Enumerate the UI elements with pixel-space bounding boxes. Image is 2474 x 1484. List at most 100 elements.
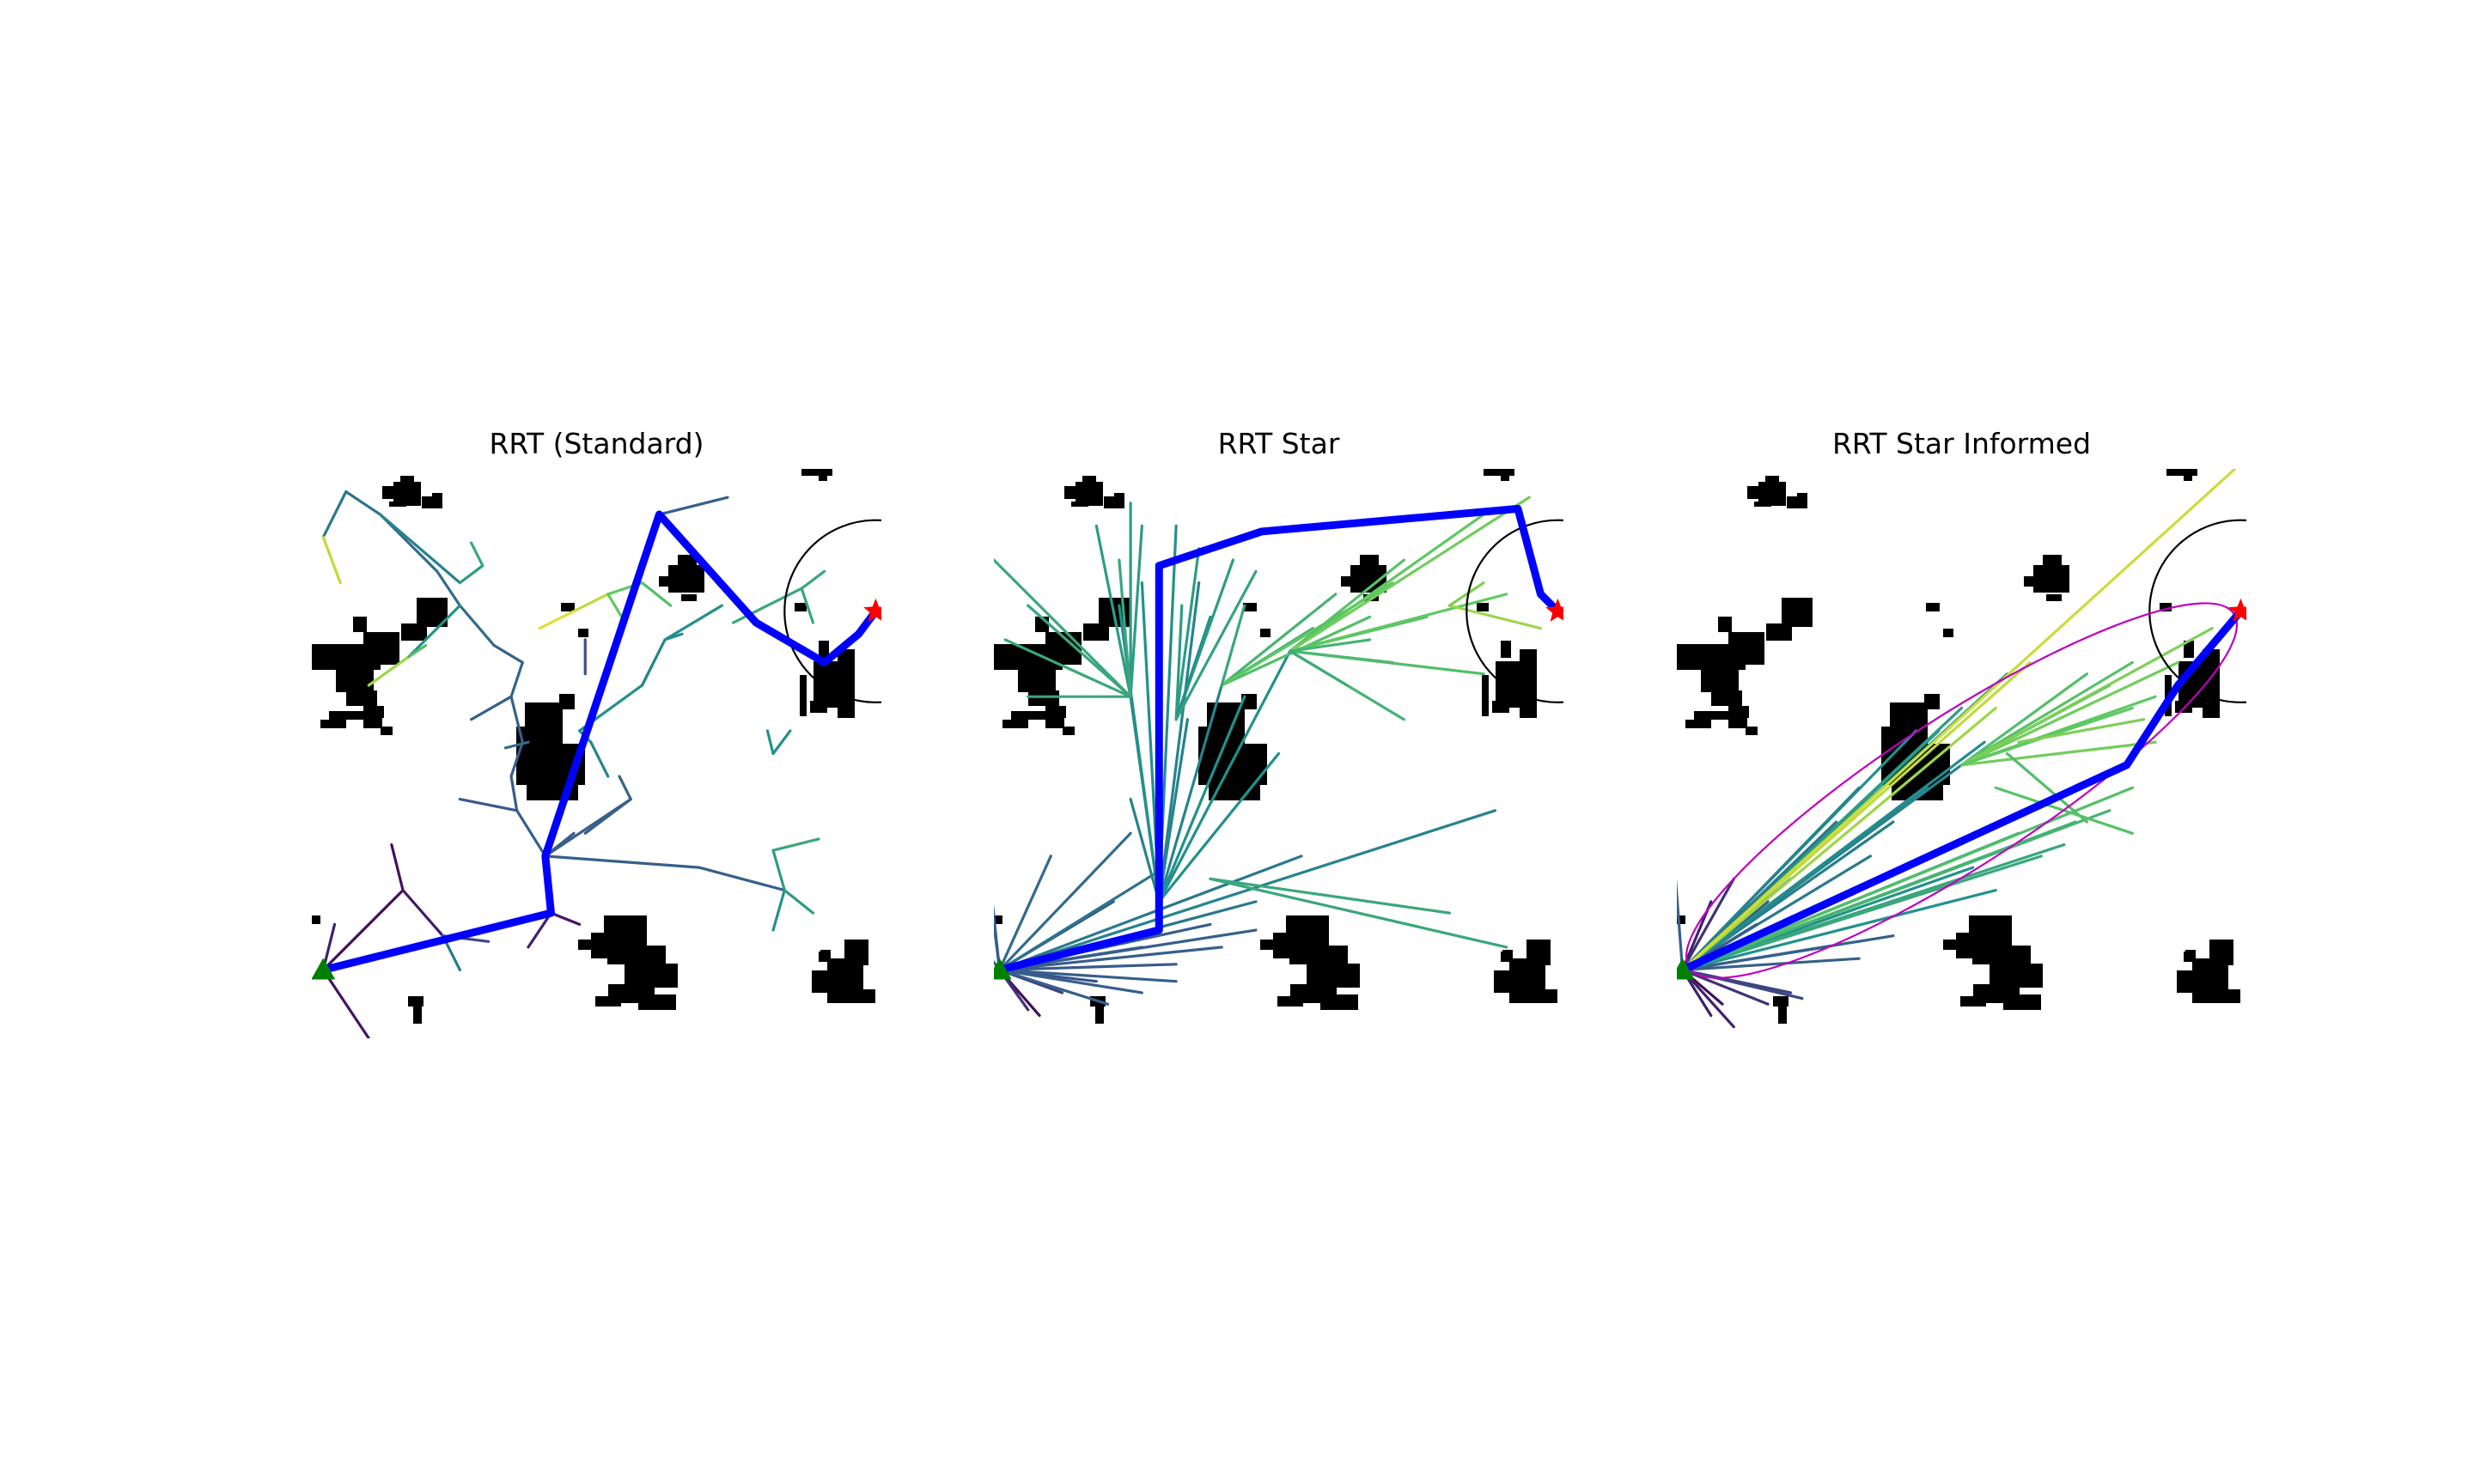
tree-edge: [765, 729, 775, 756]
obstacle-cell: [1260, 940, 1277, 950]
obstacle-cell: [1083, 623, 1109, 641]
obstacle-cell: [1728, 706, 1749, 718]
tree-edge: [732, 587, 803, 624]
obstacle-cell: [1494, 970, 1520, 993]
tree-edge: [503, 740, 530, 750]
tree-edge: [663, 632, 684, 642]
obstacle-cell: [1045, 706, 1066, 718]
tree-edge: [544, 855, 701, 869]
obstacle-cell: [312, 915, 320, 924]
tree-edge: [1959, 660, 2180, 767]
tree-edge: [583, 797, 632, 835]
obstacle-cell: [1501, 641, 1511, 658]
obstacle-cell: [1766, 623, 1792, 641]
tree-edge: [1681, 968, 1770, 1006]
obstacle-cell: [389, 502, 406, 507]
tree-edge: [1129, 797, 1161, 903]
tree-edge: [640, 660, 655, 687]
obstacle-cell: [363, 706, 384, 718]
tree-edge: [1681, 786, 1861, 972]
tree-edge: [572, 593, 610, 613]
plot-area: [1677, 469, 2246, 1029]
tree-edge: [994, 558, 1132, 698]
tree-edge: [1220, 593, 1338, 687]
obstacle-cell: [1360, 555, 1379, 567]
obstacle-cell: [1747, 486, 1759, 499]
solution-path-layer: [1679, 607, 2245, 974]
obstacle-cell: [659, 576, 669, 587]
obstacle-cell: [1114, 493, 1124, 500]
panel-title: RRT Star Informed: [1832, 427, 2091, 460]
obstacle-cell: [2192, 989, 2240, 1003]
obstacle-cell: [1773, 996, 1788, 1007]
tree-edge: [1094, 524, 1132, 698]
obstacle-cell: [1502, 950, 1513, 958]
tree-edge: [1289, 649, 1394, 665]
obstacle-cell: [1509, 989, 1557, 1003]
tree-edge: [1174, 547, 1201, 721]
panel-rrt-standard: RRT (Standard): [312, 427, 881, 1038]
obstacle-cell: [1277, 996, 1303, 1007]
tree-edge: [321, 968, 370, 1038]
start-marker: [312, 958, 336, 980]
obstacle-cell: [1028, 690, 1059, 706]
obstacle-cell: [607, 946, 666, 964]
obstacle-cell: [800, 675, 807, 716]
tree-edge: [1174, 569, 1258, 721]
obstacle-cell: [408, 996, 424, 1007]
tree-edge: [1157, 751, 1281, 903]
tree-edge: [458, 604, 496, 648]
tree-edge: [515, 809, 547, 858]
obstacle-cell: [1685, 720, 1711, 728]
tree-edge: [1681, 469, 2237, 972]
tree-edge: [1447, 604, 1543, 630]
obstacle-cell: [1677, 644, 1746, 670]
tree-edge: [2017, 718, 2146, 744]
tree-edge: [1681, 877, 1735, 972]
tree-edge: [470, 695, 513, 721]
tree-edge: [1681, 968, 1735, 1029]
tree-edge: [998, 968, 1110, 1006]
obstacle-cell: [525, 702, 563, 744]
tree-edge: [1959, 627, 2214, 767]
tree-edge: [800, 587, 815, 624]
obstacle-cell: [1746, 727, 1758, 735]
tree-edge: [458, 797, 519, 812]
overlay: [783, 519, 881, 703]
tree-edge: [527, 911, 553, 949]
obstacle-cell: [994, 644, 1063, 670]
obstacle-cell: [820, 950, 831, 958]
obstacle-cell: [678, 555, 697, 567]
obstacle-cell: [2203, 649, 2220, 718]
goal-region-circle: [783, 519, 881, 703]
tree-edge: [998, 866, 1167, 972]
obstacle-cell: [1774, 490, 1786, 501]
obstacle-cell: [1496, 661, 1521, 708]
tree-edge: [1209, 877, 1508, 949]
panel-rrt-star-informed: RRT Star Informed: [1677, 427, 2246, 1029]
obstacle-cell: [1071, 502, 1088, 507]
tree-edge: [538, 610, 576, 630]
tree-edge: [998, 946, 1223, 972]
tree-edge: [657, 496, 729, 516]
obstacle-cell: [638, 994, 676, 1010]
obstacle-cell: [1341, 576, 1351, 587]
tree-edge: [492, 643, 524, 665]
obstacle-cell: [2177, 970, 2203, 993]
tree-edge: [1681, 855, 2043, 972]
obstacle-cell: [1289, 946, 1348, 964]
panel-rrt-star: RRT Star: [994, 427, 1563, 1024]
obstacle-cell: [2185, 950, 2196, 958]
tree-edge: [998, 968, 1178, 983]
obstacle-cell: [401, 623, 427, 641]
obstacle-cell: [400, 476, 414, 483]
tree-edge: [998, 968, 1143, 994]
tree-edge: [640, 581, 673, 607]
solution-path-layer: [319, 510, 880, 974]
obstacle-cell: [2043, 555, 2062, 567]
obstacle-cell: [1477, 603, 1489, 611]
markers: [312, 598, 881, 980]
obstacle-cell: [1243, 745, 1267, 757]
obstacle-cell: [1492, 701, 1509, 713]
tree-edge: [458, 564, 484, 585]
